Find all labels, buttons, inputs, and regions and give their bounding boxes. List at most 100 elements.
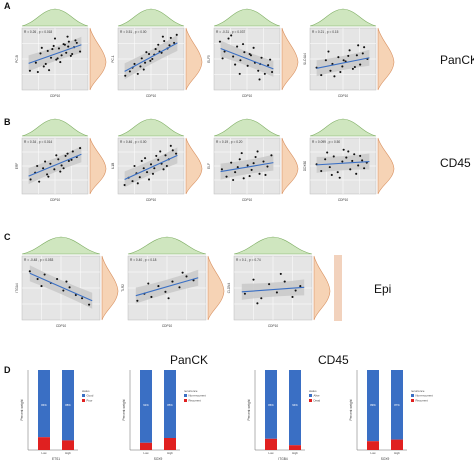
regression-line — [316, 160, 370, 166]
data-point — [161, 35, 164, 38]
data-point — [155, 154, 158, 157]
correlation-annotation: R = 0.1 , p = 0.74 — [236, 258, 261, 262]
data-point — [140, 159, 143, 163]
data-point — [39, 52, 42, 55]
y-axis-label: SLC4A4 — [303, 53, 307, 65]
bar-recurrent — [140, 442, 152, 450]
data-point — [65, 51, 68, 54]
regression-line — [241, 286, 305, 293]
panel-b4: R = 0.099 , p = 0.50 CDP10 DDX60 — [303, 118, 395, 202]
data-point — [34, 61, 37, 64]
data-point — [260, 56, 263, 59]
category-tick-label: High — [167, 451, 173, 455]
data-point — [328, 166, 331, 169]
regression-line — [124, 154, 178, 180]
data-point — [254, 155, 257, 159]
data-point — [347, 150, 350, 153]
data-point — [332, 155, 335, 158]
data-point — [345, 156, 348, 159]
data-point — [69, 54, 72, 57]
data-point — [55, 154, 58, 157]
legend-title: recurrence — [184, 389, 198, 393]
legend-title: status — [309, 389, 317, 393]
data-point — [42, 167, 45, 170]
data-point — [294, 289, 297, 292]
y-axis-label: ELF5 — [207, 55, 211, 63]
data-point — [28, 270, 31, 273]
data-point — [232, 55, 235, 58]
top-density-curve — [117, 118, 185, 137]
legend-swatch — [411, 399, 414, 402]
data-point — [275, 291, 278, 294]
data-point — [74, 39, 77, 42]
data-point — [128, 70, 131, 73]
panel-c1: R = -0.48 , p = 0.053 CDP10 ITGA4 — [15, 236, 119, 328]
row-label-panck: PanCK — [440, 53, 474, 67]
data-point — [149, 163, 153, 166]
legend-swatch — [309, 394, 312, 397]
legend-entry: Non-recurrent — [416, 394, 433, 398]
bar-good — [62, 370, 74, 441]
data-point — [326, 151, 329, 154]
data-point — [227, 37, 230, 40]
data-point — [59, 61, 62, 64]
row-label-cd45: CD45 — [440, 156, 471, 170]
bar-poor — [62, 440, 74, 450]
bar-percent-label: 91% — [143, 403, 149, 407]
data-point — [147, 178, 151, 181]
data-point — [144, 157, 147, 160]
bar-non-recurrent — [391, 370, 403, 440]
data-point — [248, 52, 251, 56]
x-axis-label: CDP10 — [338, 94, 349, 98]
panel-a2: R = 0.51 , p = 0.00 CDP10 PC-1 — [111, 8, 203, 98]
data-point — [44, 62, 47, 66]
bar-percent-label: 94% — [292, 403, 298, 407]
data-point — [243, 292, 246, 295]
data-point — [150, 295, 153, 299]
correlation-annotation: R = 0.26 , p = 0.018 — [24, 30, 52, 34]
y-axis-label: ERF — [15, 163, 19, 169]
data-point — [75, 41, 78, 44]
data-point — [169, 144, 172, 147]
data-point — [52, 44, 55, 48]
regression-line — [124, 42, 178, 72]
data-point — [47, 175, 50, 178]
data-point — [57, 158, 60, 161]
data-point — [324, 158, 327, 161]
data-point — [221, 57, 224, 60]
data-point — [351, 159, 354, 163]
top-density-curve — [213, 118, 281, 137]
right-density-curve — [207, 255, 225, 321]
data-point — [341, 65, 344, 68]
legend-swatch — [184, 399, 187, 402]
x-axis-label: ETS1 — [52, 457, 60, 461]
data-point — [230, 34, 233, 37]
data-point — [133, 62, 136, 66]
data-point — [167, 297, 170, 300]
correlation-annotation: R = 0.19 , p = 0.20 — [216, 140, 243, 144]
data-point — [36, 70, 39, 74]
data-point — [66, 35, 69, 38]
data-point — [36, 277, 39, 281]
bar-percent-label: 88% — [65, 403, 71, 407]
panel-b2: R = 0.46 , p = 0.00 CDP10 IL1B — [111, 118, 203, 202]
bar-poor — [38, 437, 50, 450]
data-point — [36, 164, 39, 168]
data-point — [171, 149, 174, 152]
data-point — [241, 43, 245, 46]
data-point — [268, 283, 271, 286]
data-point — [329, 69, 332, 72]
data-point — [159, 150, 162, 153]
data-point — [29, 178, 32, 181]
top-density-curve — [21, 8, 89, 27]
data-point — [56, 277, 59, 281]
data-point — [353, 66, 356, 69]
data-point — [243, 51, 246, 54]
data-point — [223, 50, 226, 53]
data-point — [49, 56, 53, 59]
regression-line — [29, 272, 93, 302]
correlation-annotation: R = -0.31 , p = 0.037 — [216, 30, 245, 34]
data-point — [175, 152, 178, 155]
data-point — [60, 54, 63, 57]
data-point — [67, 159, 70, 163]
